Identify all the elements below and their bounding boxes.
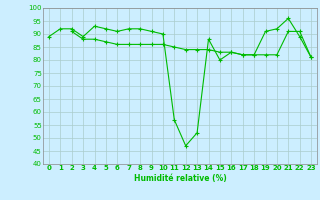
X-axis label: Humidité relative (%): Humidité relative (%) [134, 174, 226, 183]
